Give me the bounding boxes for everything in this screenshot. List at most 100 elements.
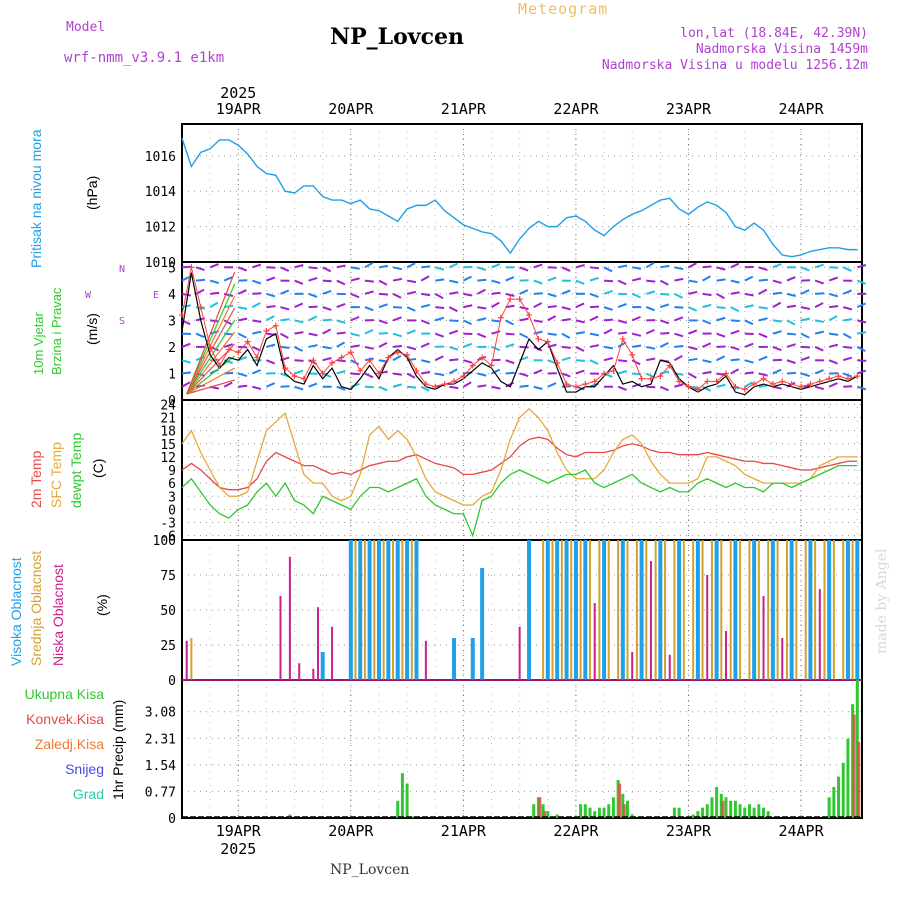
ytick-label: 4 — [168, 288, 176, 303]
precip-bar — [721, 800, 725, 818]
cloud-bar — [855, 540, 860, 680]
wind-arrow — [758, 372, 768, 377]
top-day-label: 24APR — [778, 100, 824, 118]
wind-arrow — [449, 291, 459, 295]
gust-marker — [254, 354, 261, 361]
gust-marker — [601, 370, 608, 377]
gust-marker — [582, 381, 589, 388]
wind-arrow — [350, 359, 360, 366]
wind-arrow — [294, 279, 304, 285]
cloud-bar — [560, 540, 563, 680]
wind-arrow — [857, 359, 867, 362]
wind-arrow — [786, 292, 796, 297]
wind-arrow — [814, 330, 825, 335]
cloud-bar — [767, 540, 770, 680]
cloud-bar — [376, 540, 381, 680]
wind-arrow — [842, 372, 853, 378]
wind-arrow — [406, 372, 416, 379]
wind-arrow — [828, 359, 838, 365]
wind-arrow — [589, 276, 599, 282]
cloud-bar — [710, 540, 713, 680]
wind-arrow — [730, 306, 740, 313]
wind-arrow — [181, 359, 191, 364]
cloud-bar — [714, 540, 719, 680]
wind-arrow — [730, 319, 740, 323]
wind-arrow — [688, 357, 698, 362]
wind-arrow — [491, 291, 501, 295]
wind-arrow — [856, 346, 866, 352]
gust-marker — [676, 378, 683, 385]
cloud-bar — [692, 540, 695, 680]
precip-bar — [733, 800, 737, 818]
cloud-bar — [317, 607, 319, 680]
wind-arrow — [786, 332, 797, 336]
wind-arrow — [392, 277, 403, 282]
wind-arrow — [645, 306, 656, 312]
precip-bar — [857, 742, 861, 818]
wind-arrow — [631, 332, 642, 337]
gust-marker — [844, 375, 851, 382]
cloud-bar — [814, 540, 817, 680]
cloud-bar — [795, 540, 798, 680]
wind-arrow — [195, 332, 205, 339]
wind-arrow — [308, 315, 318, 322]
cloud-bar — [348, 540, 353, 680]
wind-arrow — [209, 279, 220, 285]
wind-fan-arrow — [186, 379, 235, 395]
gust-marker — [179, 312, 185, 319]
cloud-bar — [593, 603, 596, 680]
ytick-label: 50 — [160, 604, 176, 619]
gust-marker — [666, 362, 673, 369]
wind-arrow — [856, 302, 866, 309]
wind-arrow — [547, 292, 557, 298]
wind-arrow — [223, 381, 233, 388]
model-altitude-text: Nadmorska Visina u modelu 1256.12m — [601, 58, 868, 73]
cloud-bar — [551, 540, 554, 680]
wind-arrow — [829, 305, 839, 309]
wind-arrow — [378, 279, 388, 286]
gust-marker — [282, 365, 289, 372]
wind-arrow — [744, 342, 754, 348]
precip-bar — [543, 811, 547, 818]
wind-arrow — [814, 319, 825, 323]
gust-marker — [788, 381, 795, 388]
cloud-bar — [386, 540, 391, 680]
precip-bar — [672, 807, 676, 818]
wind-arrow — [448, 306, 458, 313]
gust-marker — [591, 378, 598, 385]
wind-arrow — [660, 303, 670, 309]
precip-bar — [752, 807, 756, 818]
wind-arrow — [674, 383, 684, 388]
precip-bar — [827, 797, 831, 818]
altitude-text: Nadmorska Visina 1459m — [695, 42, 868, 57]
cloud-bar — [720, 540, 723, 680]
wind-arrow — [364, 328, 374, 335]
wind-arrow — [716, 306, 726, 310]
wind-arrow — [392, 266, 403, 271]
wind-arrow — [279, 332, 289, 339]
gust-marker — [263, 328, 270, 334]
ytick-label: -3 — [160, 517, 176, 532]
wind-arrow — [674, 316, 684, 322]
wind-arrow — [378, 292, 389, 296]
cloud-bar — [405, 540, 410, 680]
wind-arrow — [238, 306, 248, 310]
wind-arrow — [716, 316, 726, 322]
precip-bar — [400, 773, 404, 818]
wind-arrow — [280, 266, 290, 272]
ytick-label: 1012 — [145, 221, 176, 236]
wind-arrow — [350, 332, 360, 337]
wind-arrow — [378, 303, 388, 309]
gust-marker — [216, 362, 223, 369]
bottom-day-label: 20APR — [328, 822, 374, 840]
wind-arrow — [266, 343, 276, 348]
cloud-bar — [373, 540, 376, 680]
wind-arrow — [758, 355, 768, 362]
gust-marker — [338, 354, 345, 361]
wind-arrow — [223, 276, 233, 282]
legend-grad: Grad — [72, 786, 104, 802]
wind-arrow — [828, 343, 839, 348]
wind-arrow — [519, 289, 529, 295]
cloud-bar — [842, 540, 845, 680]
ytick-label: 24 — [160, 398, 176, 413]
